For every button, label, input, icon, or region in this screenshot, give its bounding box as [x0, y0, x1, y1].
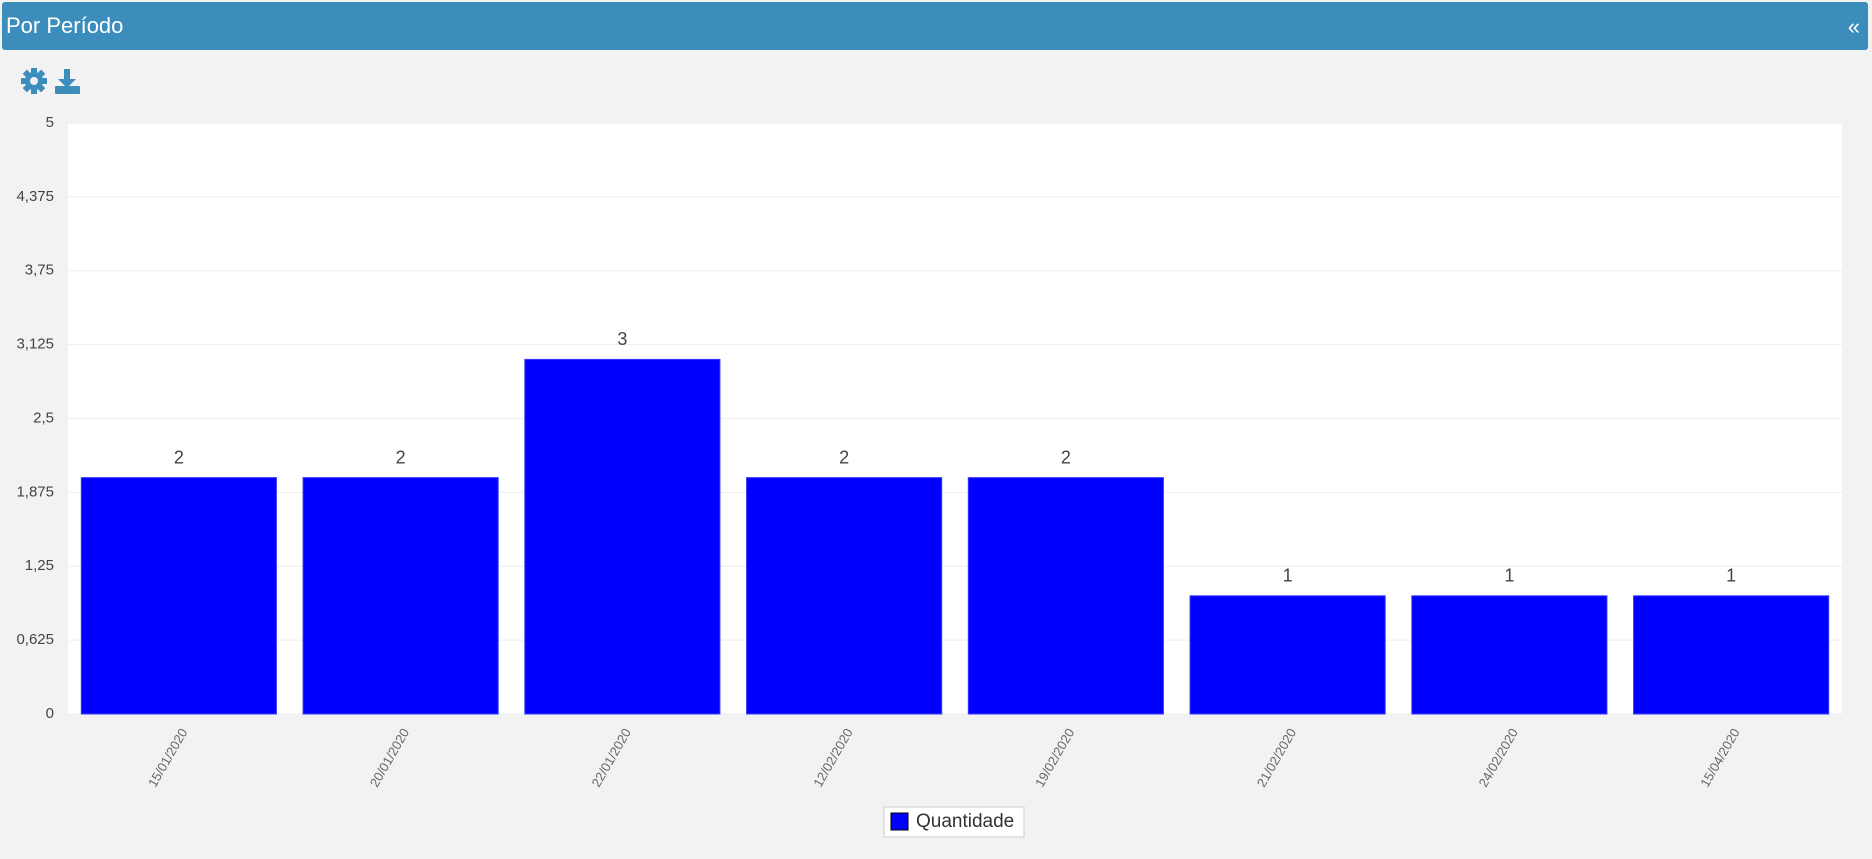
- settings-icon[interactable]: [21, 68, 47, 94]
- bar: [1633, 595, 1830, 715]
- data-label: 1: [1726, 566, 1736, 586]
- y-tick-label: 3,125: [16, 336, 54, 353]
- y-tick-label: 0: [46, 705, 54, 722]
- bar: [80, 477, 277, 715]
- legend-label[interactable]: Quantidade: [916, 811, 1014, 832]
- legend-swatch: [890, 812, 909, 831]
- data-label: 1: [1283, 566, 1293, 586]
- bar: [1189, 595, 1386, 715]
- bar: [967, 477, 1164, 715]
- bar: [524, 358, 721, 715]
- bar: [746, 477, 943, 715]
- data-label: 2: [1061, 447, 1071, 467]
- data-label: 2: [396, 447, 406, 467]
- y-tick-label: 2,5: [33, 409, 54, 426]
- bar: [1411, 595, 1608, 715]
- download-icon[interactable]: [55, 69, 80, 94]
- y-tick-label: 4,375: [16, 188, 54, 205]
- bar: [302, 477, 499, 715]
- y-tick-label: 5: [46, 114, 54, 131]
- data-label: 2: [174, 447, 184, 467]
- data-label: 2: [839, 447, 849, 467]
- data-label: 3: [617, 329, 627, 349]
- panel-header: [2, 2, 1868, 50]
- y-tick-label: 0,625: [16, 631, 54, 648]
- y-tick-label: 1,875: [16, 483, 54, 500]
- data-label: 1: [1504, 566, 1514, 586]
- collapse-button[interactable]: «: [1848, 14, 1860, 39]
- y-tick-label: 1,25: [25, 557, 54, 574]
- panel-title: Por Período: [6, 13, 123, 38]
- y-tick-label: 3,75: [25, 262, 54, 279]
